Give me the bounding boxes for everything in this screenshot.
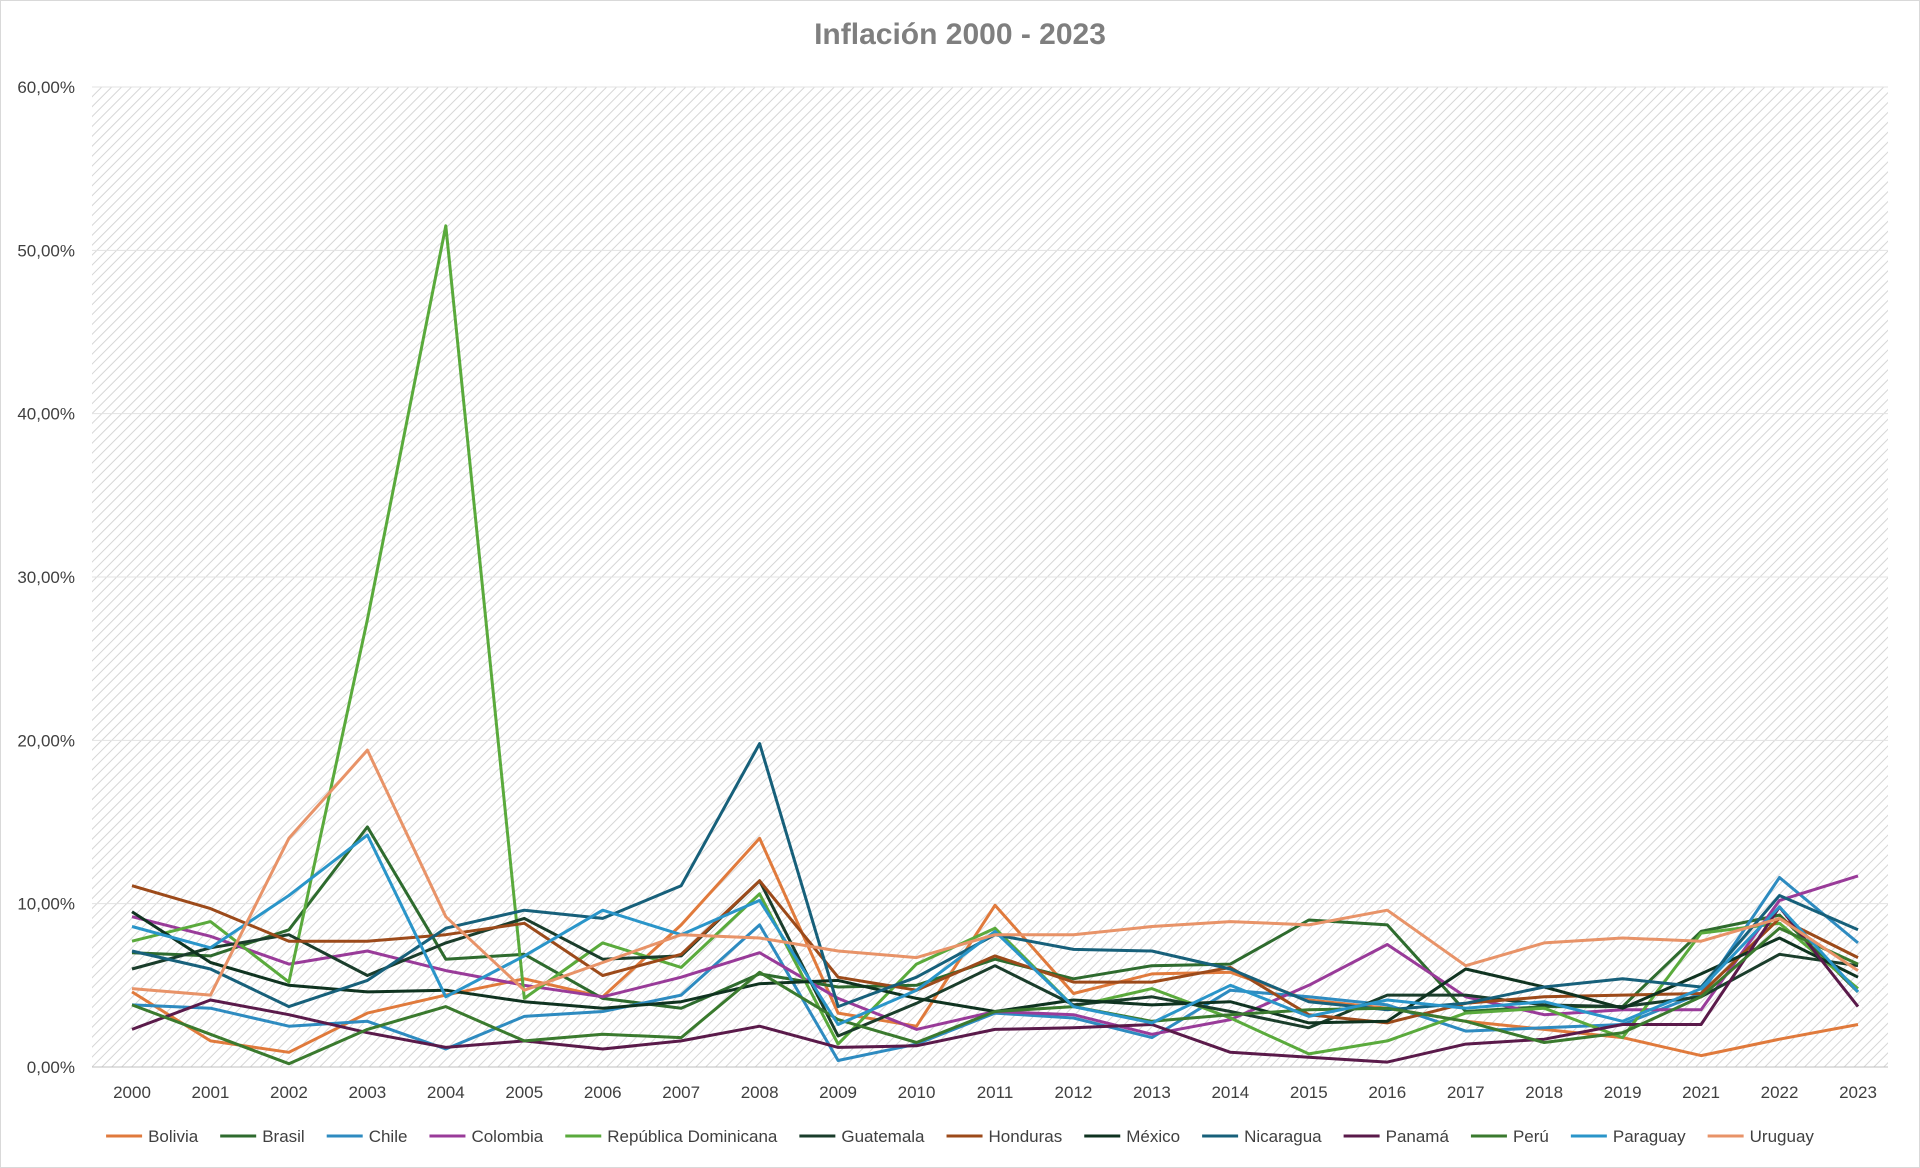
x-tick-label: 2007	[662, 1083, 700, 1102]
x-tick-label: 2009	[819, 1083, 857, 1102]
legend-label: México	[1126, 1127, 1180, 1146]
series-panamá	[131, 905, 1860, 1064]
x-axis-ticks: 2000 2001 2002 2003 2004 2005 2006 2007 2008 2009…	[113, 1083, 1877, 1102]
x-tick-label: 2023	[1839, 1083, 1877, 1102]
series-line	[131, 879, 1859, 1038]
x-tick-label: 2019	[1604, 1083, 1642, 1102]
series-honduras	[131, 879, 1859, 1025]
series-line	[131, 836, 1859, 1058]
x-tick-label: 2017	[1447, 1083, 1485, 1102]
series-line	[131, 748, 1859, 997]
x-tick-label: 2002	[270, 1083, 308, 1102]
legend-label: Nicaragua	[1244, 1127, 1322, 1146]
legend: Bolivia Brasil Chile Colombia República Domi…	[106, 1127, 1814, 1146]
x-tick-label: 2005	[505, 1083, 543, 1102]
x-tick-label: 2008	[741, 1083, 779, 1102]
x-tick-label: 2003	[348, 1083, 386, 1102]
x-tick-label: 2013	[1133, 1083, 1171, 1102]
x-tick-label: 2004	[427, 1083, 465, 1102]
series-line	[131, 905, 1860, 1064]
series-line	[131, 224, 1859, 1056]
y-tick-label: 10,00%	[17, 895, 75, 914]
y-tick-label: 0,00%	[27, 1058, 75, 1077]
legend-label: Colombia	[471, 1127, 543, 1146]
x-tick-label: 2006	[584, 1083, 622, 1102]
x-tick-label: 2012	[1055, 1083, 1093, 1102]
legend-label: Brasil	[262, 1127, 305, 1146]
x-tick-label: 2011	[977, 1083, 1014, 1102]
y-tick-label: 20,00%	[17, 731, 75, 750]
x-tick-label: 2018	[1525, 1083, 1563, 1102]
legend-label: Chile	[369, 1127, 408, 1146]
y-axis-ticks: 0,00% 10,00% 20,00% 30,00% 40,00% 50,00% 60,00…	[17, 78, 75, 1077]
series-república-dominicana	[131, 224, 1859, 1056]
series-line	[131, 926, 1859, 1066]
legend-label: Perú	[1513, 1127, 1549, 1146]
series-lines	[131, 224, 1860, 1066]
y-tick-label: 40,00%	[17, 405, 75, 424]
x-tick-label: 2000	[113, 1083, 151, 1102]
x-tick-label: 2010	[898, 1083, 936, 1102]
x-tick-label: 2015	[1290, 1083, 1328, 1102]
x-tick-label: 2022	[1761, 1083, 1799, 1102]
series-paraguay	[131, 833, 1860, 1026]
series-uruguay	[131, 748, 1859, 997]
legend-label: Bolivia	[148, 1127, 199, 1146]
series-line	[131, 833, 1860, 1026]
series-guatemala	[131, 879, 1859, 1038]
gridlines	[92, 86, 1888, 1068]
y-tick-label: 60,00%	[17, 78, 75, 97]
legend-label: Guatemala	[841, 1127, 925, 1146]
x-tick-label: 2016	[1368, 1083, 1406, 1102]
y-tick-label: 30,00%	[17, 568, 75, 587]
legend-label: Honduras	[989, 1127, 1063, 1146]
y-tick-label: 50,00%	[17, 241, 75, 260]
series-bolivia	[131, 836, 1859, 1058]
x-tick-label: 2021	[1682, 1083, 1720, 1102]
series-line	[131, 879, 1859, 1025]
series-perú	[131, 926, 1859, 1066]
legend-label: Uruguay	[1750, 1127, 1815, 1146]
legend-label: Panamá	[1386, 1127, 1450, 1146]
chart-title: Inflación 2000 - 2023	[814, 18, 1106, 51]
legend-label: República Dominicana	[607, 1127, 778, 1146]
legend-label: Paraguay	[1613, 1127, 1686, 1146]
x-tick-label: 2014	[1211, 1083, 1249, 1102]
x-tick-label: 2001	[192, 1083, 230, 1102]
